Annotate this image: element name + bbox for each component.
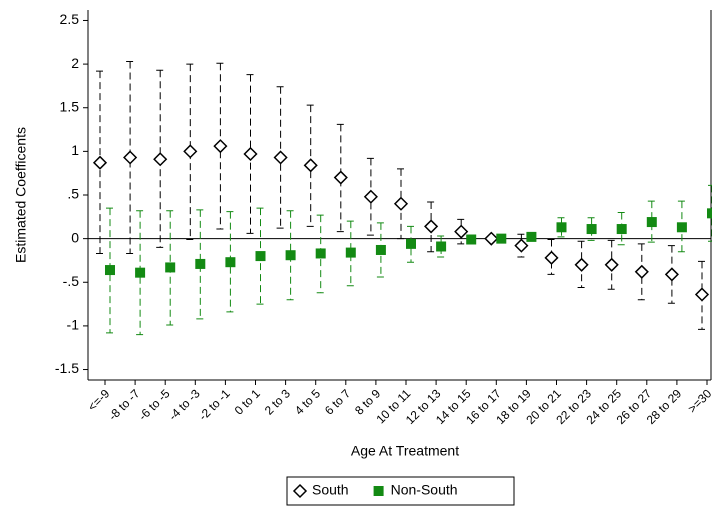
point (243, 146, 258, 162)
point (634, 264, 649, 279)
point (574, 257, 589, 272)
point (345, 247, 356, 258)
error-bar (126, 60, 135, 254)
legend-box (286, 476, 515, 506)
x-tick-label: 0 to 1 (232, 386, 263, 417)
legend-label: South (312, 482, 349, 498)
x-tick-label: -2 to -1 (196, 386, 233, 423)
x-tick-label: -4 to -3 (166, 386, 203, 423)
point (363, 189, 378, 204)
point (556, 222, 567, 233)
point (135, 267, 146, 278)
y-tick-label: -.5 (63, 273, 80, 289)
error-bar (196, 209, 205, 320)
point (676, 222, 687, 233)
point (646, 217, 657, 228)
point (707, 208, 712, 219)
point (544, 250, 559, 265)
y-tick-label: 0 (71, 229, 79, 245)
point (484, 231, 499, 246)
point (604, 257, 619, 272)
point (183, 144, 198, 159)
point (285, 250, 296, 261)
point (165, 262, 176, 273)
error-bar (336, 123, 345, 233)
point (664, 267, 679, 282)
point (213, 139, 228, 154)
point (273, 150, 288, 165)
error-bar (106, 207, 114, 334)
point (514, 238, 529, 253)
point (526, 231, 537, 242)
error-bar (346, 220, 355, 287)
point (92, 155, 108, 170)
x-tick-label: 4 to 5 (292, 386, 323, 417)
point (586, 224, 597, 235)
y-tick-label: -1 (67, 317, 80, 333)
point (406, 238, 416, 249)
point (466, 234, 477, 245)
x-tick-label: >=30 (685, 386, 712, 415)
error-bar (708, 184, 712, 242)
x-tick-label: -8 to -7 (106, 386, 143, 423)
y-tick-label: -1.5 (55, 360, 79, 376)
point (105, 265, 115, 276)
legend-label: Non-South (391, 482, 458, 498)
x-tick-label: -6 to -5 (136, 386, 173, 423)
error-bar (186, 63, 195, 241)
y-tick-label: .5 (67, 186, 79, 202)
y-axis-title: Estimated Coefficents (13, 127, 29, 263)
point (375, 244, 386, 255)
point (694, 287, 710, 302)
point (315, 248, 326, 259)
point (303, 158, 318, 173)
point (225, 257, 236, 268)
y-tick-label: 2 (71, 55, 79, 71)
point (454, 224, 469, 239)
point (123, 150, 138, 165)
point (153, 152, 168, 167)
y-tick-label: 2.5 (60, 11, 80, 27)
point (255, 251, 266, 262)
legend: South Non-South (286, 476, 515, 506)
error-bar (647, 200, 656, 243)
x-tick-label: 2 to 3 (262, 386, 293, 417)
point (496, 233, 507, 244)
point (616, 224, 627, 235)
error-bar (557, 217, 566, 238)
y-tick-label: 1 (71, 142, 79, 158)
error-bar (437, 235, 446, 258)
legend-marker (292, 483, 308, 499)
legend-marker (373, 486, 384, 496)
point (393, 196, 409, 211)
point (195, 258, 206, 269)
point (436, 241, 447, 252)
point (333, 170, 348, 185)
y-tick-label: 1.5 (60, 98, 80, 114)
x-tick-label: 6 to 7 (322, 386, 353, 417)
point (424, 219, 439, 234)
x-axis-title: Age At Treatment (351, 443, 459, 459)
